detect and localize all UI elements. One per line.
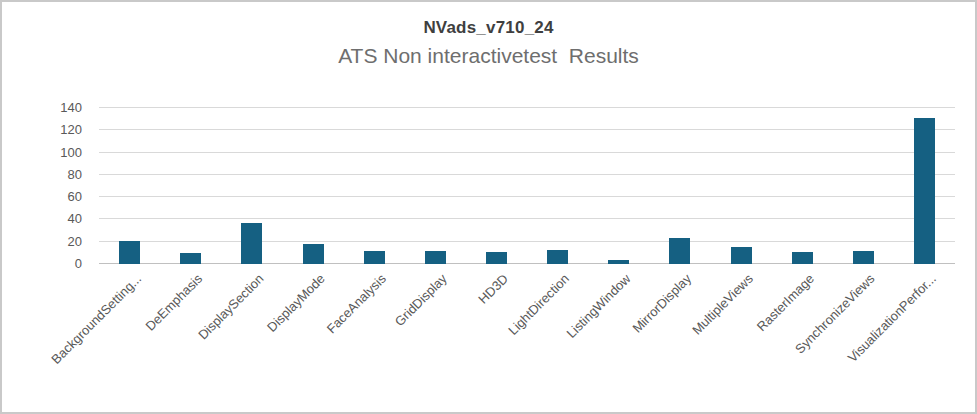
x-tick-label: GridDisplay	[392, 271, 450, 329]
bar	[853, 251, 874, 264]
chart-subtitle: ATS Non interactivetest Results	[2, 41, 975, 70]
x-tick-label: ListingWindow	[563, 271, 633, 341]
bar	[914, 118, 935, 264]
y-tick-label: 40	[68, 211, 82, 227]
x-tick-label: HD3D	[475, 271, 511, 307]
x-tick-label: MultipleViews	[689, 271, 756, 338]
bar	[792, 252, 813, 264]
y-tick-label: 60	[68, 189, 82, 205]
x-tick-label: BackgroundSetting...	[48, 271, 144, 367]
x-tick-label: DisplayMode	[264, 271, 328, 335]
bar	[303, 244, 324, 264]
gridline	[99, 152, 955, 153]
plot-area	[99, 108, 955, 264]
chart-frame: NVads_v710_24 ATS Non interactivetest Re…	[0, 0, 977, 414]
x-axis-labels: BackgroundSetting...DeEmphasisDisplaySec…	[99, 265, 955, 410]
y-tick-label: 120	[60, 122, 82, 138]
bar	[731, 247, 752, 264]
gridline	[99, 218, 955, 219]
bar	[425, 251, 446, 264]
y-tick-label: 20	[68, 234, 82, 250]
bar	[608, 260, 629, 264]
bar	[486, 252, 507, 264]
bar	[364, 251, 385, 264]
x-tick-label: MirrorDisplay	[630, 271, 695, 336]
gridline	[99, 129, 955, 130]
bar	[180, 253, 201, 264]
x-axis-line	[99, 263, 955, 264]
y-tick-label: 100	[60, 145, 82, 161]
gridline	[99, 241, 955, 242]
y-tick-label: 80	[68, 167, 82, 183]
x-tick-label: DisplaySection	[195, 271, 266, 342]
bar	[669, 238, 690, 264]
y-axis-labels: 020406080100120140	[2, 108, 82, 264]
chart-title: NVads_v710_24	[2, 15, 975, 41]
gridline	[99, 174, 955, 175]
x-tick-label: FaceAnalysis	[323, 271, 388, 336]
bar	[119, 241, 140, 264]
bar	[547, 250, 568, 264]
gridline	[99, 107, 955, 108]
bar	[241, 223, 262, 264]
gridline	[99, 196, 955, 197]
chart-header: NVads_v710_24 ATS Non interactivetest Re…	[2, 2, 975, 70]
y-tick-label: 0	[75, 256, 82, 272]
x-tick-label: LightDirection	[505, 271, 572, 338]
y-tick-label: 140	[60, 100, 82, 116]
x-tick-label: DeEmphasis	[143, 271, 206, 334]
x-tick-label: RasterImage	[754, 271, 817, 334]
